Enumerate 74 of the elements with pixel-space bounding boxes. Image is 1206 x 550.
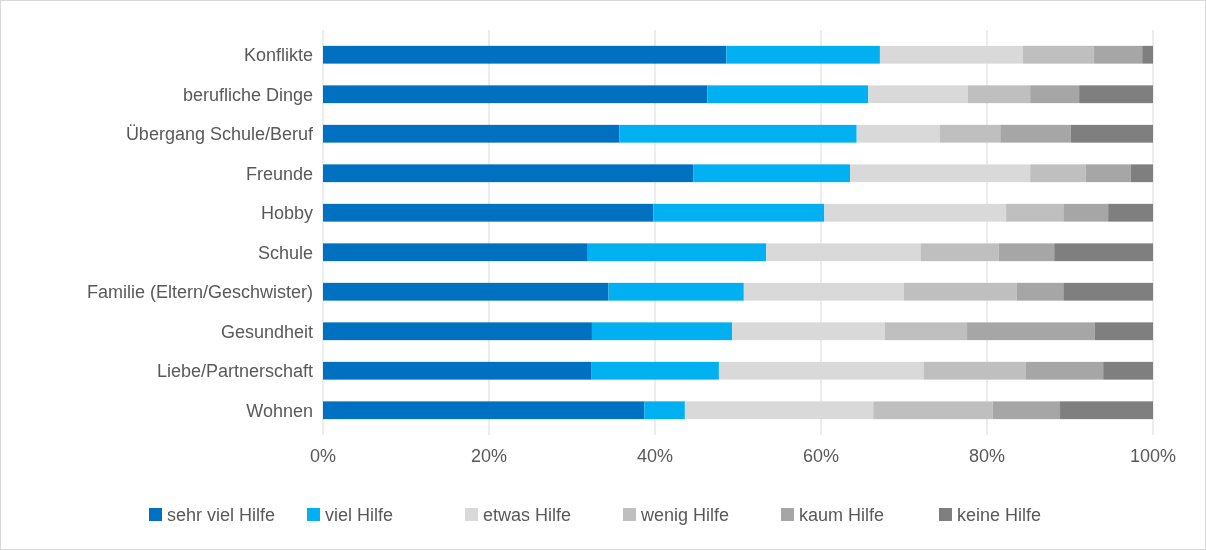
bar	[856, 124, 940, 143]
bar	[1070, 124, 1153, 143]
bar	[653, 203, 825, 222]
bar	[1063, 282, 1153, 301]
bar	[323, 85, 708, 104]
bar	[1026, 361, 1104, 380]
legend-label: wenig Hilfe	[640, 505, 730, 526]
bar	[1094, 322, 1153, 341]
bar	[1060, 401, 1153, 420]
bar	[1016, 282, 1064, 301]
bar	[1094, 45, 1143, 64]
bar	[939, 124, 1001, 143]
bar	[1130, 164, 1153, 183]
bar	[1085, 164, 1131, 183]
x-tick-label: 40%	[636, 446, 674, 466]
bar	[323, 45, 727, 64]
bar	[323, 164, 694, 183]
bar	[726, 45, 880, 64]
bar	[707, 85, 869, 104]
x-tick-label: 20%	[470, 446, 508, 466]
bar	[884, 322, 968, 341]
bar	[323, 322, 592, 341]
bar	[323, 124, 620, 143]
legend-label: keine Hilfe	[957, 505, 1042, 526]
bar	[868, 85, 968, 104]
bar	[619, 124, 857, 143]
bar	[1006, 203, 1064, 222]
bar	[591, 361, 719, 380]
bar	[998, 243, 1055, 262]
x-tick-label: 60%	[802, 446, 840, 466]
bar	[693, 164, 851, 183]
bar	[1063, 203, 1109, 222]
y-tick-label: Konflikte	[243, 45, 313, 66]
bar	[1000, 124, 1071, 143]
bar	[323, 203, 654, 222]
bar	[967, 322, 1095, 341]
bar	[923, 361, 1027, 380]
legend-label: viel Hilfe	[325, 505, 394, 526]
y-tick-label: Hobby	[260, 203, 313, 224]
y-tick-label: Schule	[257, 242, 313, 263]
y-tick-label: berufliche Dinge	[182, 84, 313, 105]
bar	[587, 243, 767, 262]
y-tick-label: Übergang Schule/Beruf	[125, 124, 314, 145]
bar	[1108, 203, 1153, 222]
bar	[920, 243, 999, 262]
x-tick-label: 80%	[968, 446, 1006, 466]
x-tick-label: 100%	[1129, 446, 1177, 466]
y-tick-label: Gesundheit	[220, 321, 313, 342]
bar	[323, 361, 592, 380]
bar	[323, 401, 645, 420]
y-tick-label: Familie (Eltern/Geschwister)	[86, 282, 313, 303]
legend-label: sehr viel Hilfe	[167, 505, 276, 526]
y-tick-label: Wohnen	[246, 400, 313, 421]
bar	[1030, 85, 1080, 104]
bar	[1079, 85, 1153, 104]
bar	[1142, 45, 1153, 64]
x-tick-label: 0%	[309, 446, 337, 466]
bar	[608, 282, 744, 301]
bar	[644, 401, 685, 420]
bar	[323, 243, 588, 262]
bar	[1022, 45, 1095, 64]
bar	[1054, 243, 1153, 262]
bar	[873, 401, 993, 420]
y-tick-label: Freunde	[245, 163, 313, 184]
legend-label: kaum Hilfe	[799, 505, 885, 526]
bar	[992, 401, 1061, 420]
legend-label: etwas Hilfe	[483, 505, 572, 526]
y-tick-label: Liebe/Partnerschaft	[156, 361, 313, 382]
bar	[904, 282, 1017, 301]
bar	[323, 282, 609, 301]
bar	[967, 85, 1031, 104]
bar	[591, 322, 733, 341]
bar	[1030, 164, 1086, 183]
bar	[1103, 361, 1153, 380]
